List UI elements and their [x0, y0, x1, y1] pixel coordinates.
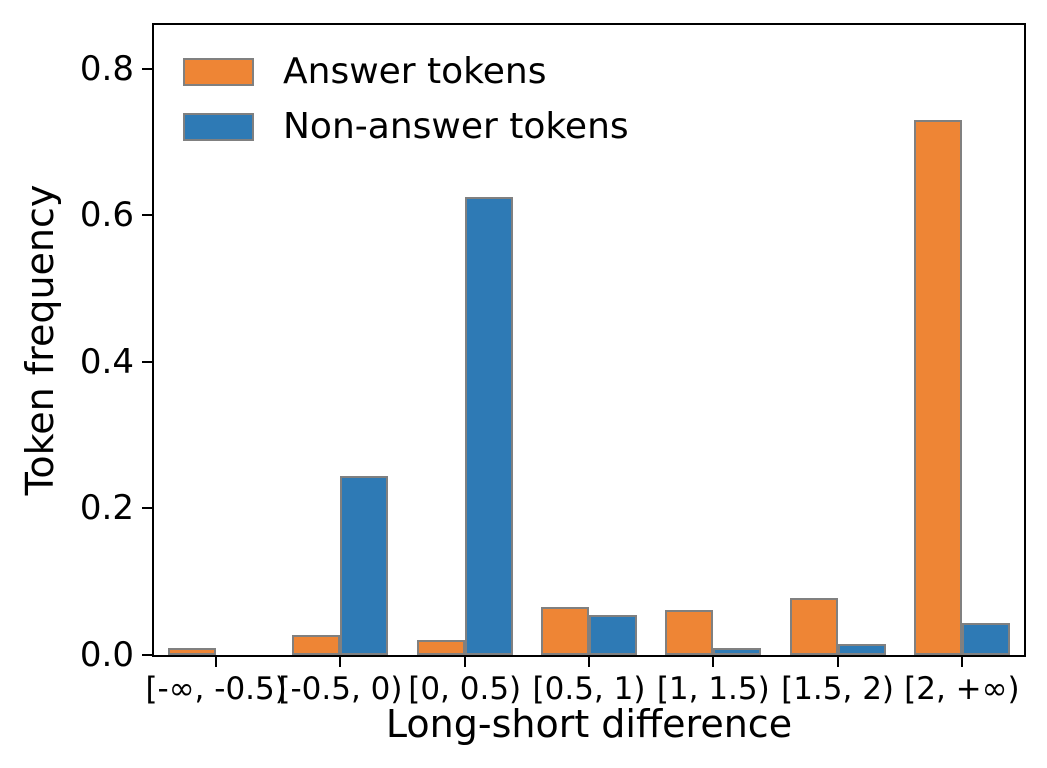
bar-non-answer-3 [589, 615, 637, 655]
x-tick-label: [0.5, 1) [532, 671, 646, 707]
x-tick-label: [-0.5, 0) [278, 671, 403, 707]
x-tick-mark [215, 657, 218, 667]
bar-answer-4 [665, 610, 714, 655]
bar-non-answer-4 [713, 648, 762, 655]
y-tick-mark [142, 214, 152, 217]
bar-answer-3 [541, 607, 589, 655]
x-tick-label: [-∞, -0.5) [145, 671, 287, 707]
y-tick-mark [142, 67, 152, 70]
y-tick-label: 0.8 [79, 48, 134, 89]
y-tick-label: 0.2 [79, 488, 134, 529]
x-tick-label: [1.5, 2) [781, 671, 895, 707]
x-axis-label: Long-short difference [385, 702, 793, 746]
x-tick-label: [0, 0.5) [408, 671, 522, 707]
y-tick-label: 0.6 [79, 195, 134, 236]
bar-non-answer-2 [464, 197, 513, 655]
x-tick-mark [588, 657, 590, 667]
bar-answer-2 [416, 640, 465, 655]
x-tick-mark [339, 657, 342, 667]
plot-area: 0.0 0.2 0.4 0.6 0.8 [-∞, -0.5) [-0.5, 0) [0, 0.… [80, 23, 1026, 707]
x-tick-mark [960, 657, 963, 667]
x-tick-label: [2, +∞) [904, 671, 1020, 707]
x-tick-mark [836, 657, 839, 667]
x-tick-mark [712, 657, 715, 667]
legend-item-non-answer-tokens: Non-answer tokens [183, 106, 629, 148]
y-tick-label: 0.0 [79, 635, 134, 675]
y-tick-label: 0.4 [79, 341, 134, 382]
y-tick-mark [142, 654, 152, 656]
bar-answer-0 [168, 648, 217, 655]
legend-swatch-answer-tokens [183, 58, 254, 86]
x-tick-label: [1, 1.5) [656, 671, 770, 707]
x-tick-mark [463, 657, 466, 667]
bar-non-answer-6 [961, 623, 1010, 655]
legend: Answer tokens Non-answer tokens [183, 51, 629, 148]
legend-label-non-answer-tokens: Non-answer tokens [283, 106, 629, 147]
bar-non-answer-1 [340, 476, 389, 655]
legend-label-answer-tokens: Answer tokens [283, 51, 547, 92]
legend-item-answer-tokens: Answer tokens [183, 51, 629, 93]
bar-answer-5 [789, 598, 838, 655]
y-tick-mark [142, 507, 152, 510]
legend-swatch-non-answer-tokens [183, 113, 254, 141]
bar-answer-1 [292, 635, 341, 655]
y-tick-mark [142, 360, 152, 363]
bar-non-answer-5 [837, 644, 886, 655]
bar-answer-6 [913, 120, 962, 655]
